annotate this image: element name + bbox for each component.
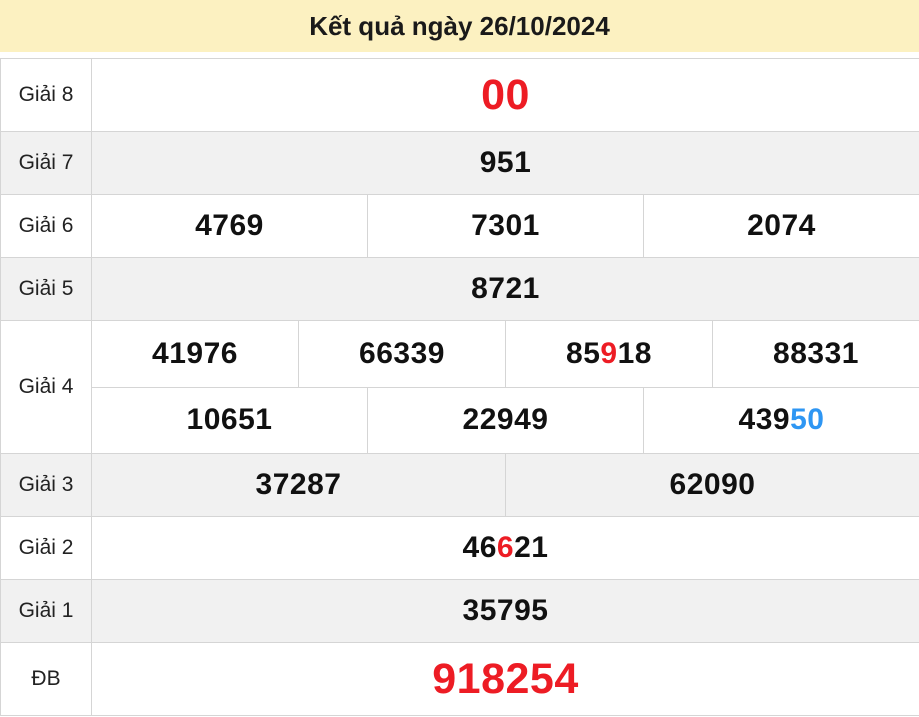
- prize-values: 8721: [92, 258, 919, 320]
- prize-row: Giải 4 41976 66339 85 9 18 88331 10651 22949 439 5…: [1, 321, 919, 454]
- digit-segment: 18: [617, 336, 652, 370]
- prize-number: 918254: [92, 643, 919, 715]
- prize-values: 37287 62090: [92, 454, 919, 516]
- digit-segment: 2074: [747, 209, 816, 242]
- results-table: Giải 8 00 Giải 7 951 Giải 6 4769 7301 2074 Giải …: [0, 58, 919, 716]
- prize-value-line: 918254: [92, 643, 919, 715]
- prize-number: 66339: [298, 321, 505, 387]
- digit-segment: 951: [479, 146, 532, 179]
- prize-label: Giải 6: [1, 195, 92, 257]
- prize-values: 46 6 21: [92, 517, 919, 579]
- prize-value-line: 8721: [92, 258, 919, 320]
- prize-number: 439 50: [643, 387, 919, 453]
- prize-values: 4769 7301 2074: [92, 195, 919, 257]
- digit-segment: 85: [566, 336, 601, 370]
- prize-value-line: 10651 22949 439 50: [92, 386, 919, 454]
- prize-number: 2074: [643, 195, 919, 257]
- digit-segment: 41976: [152, 336, 238, 370]
- prize-number: 46 6 21: [92, 517, 919, 579]
- prize-number: 00: [92, 59, 919, 131]
- prize-label: Giải 8: [1, 59, 92, 131]
- prize-number: 8721: [92, 258, 919, 320]
- prize-number: 62090: [505, 454, 919, 516]
- prize-values: 918254: [92, 643, 919, 715]
- prize-label: Giải 7: [1, 132, 92, 194]
- prize-value-line: 37287 62090: [92, 454, 919, 516]
- digit-segment: 46: [462, 531, 497, 564]
- prize-row: Giải 3 37287 62090: [1, 454, 919, 517]
- highlight-digit: 918254: [432, 654, 579, 703]
- digit-segment: 37287: [255, 468, 342, 501]
- highlight-digit: 9: [600, 336, 618, 370]
- prize-number: 7301: [367, 195, 643, 257]
- highlight-digit: 50: [790, 403, 825, 437]
- highlight-digit: 00: [481, 70, 530, 119]
- digit-segment: 4769: [195, 209, 264, 242]
- digit-segment: 439: [738, 403, 791, 437]
- prize-value-line: 951: [92, 132, 919, 194]
- digit-segment: 22949: [462, 403, 549, 437]
- prize-value-line: 35795: [92, 580, 919, 642]
- prize-row: ĐB 918254: [1, 643, 919, 716]
- prize-label: Giải 4: [1, 321, 92, 453]
- prize-label: Giải 2: [1, 517, 92, 579]
- prize-value-line: 41976 66339 85 9 18 88331: [92, 321, 919, 387]
- results-header: Kết quả ngày 26/10/2024: [0, 0, 919, 52]
- digit-segment: 62090: [669, 468, 756, 501]
- digit-segment: 7301: [471, 209, 540, 242]
- prize-label: Giải 5: [1, 258, 92, 320]
- prize-number: 88331: [712, 321, 919, 387]
- prize-number: 37287: [92, 454, 505, 516]
- prize-values: 00: [92, 59, 919, 131]
- prize-number: 35795: [92, 580, 919, 642]
- prize-number: 85 9 18: [505, 321, 712, 387]
- digit-segment: 10651: [186, 403, 273, 437]
- prize-values: 951: [92, 132, 919, 194]
- digit-segment: 21: [514, 531, 549, 564]
- prize-row: Giải 6 4769 7301 2074: [1, 195, 919, 258]
- prize-number: 22949: [367, 387, 643, 453]
- prize-number: 4769: [92, 195, 367, 257]
- highlight-digit: 6: [496, 531, 515, 564]
- prize-value-line: 4769 7301 2074: [92, 195, 919, 257]
- prize-label: Giải 3: [1, 454, 92, 516]
- prize-values: 35795: [92, 580, 919, 642]
- digit-segment: 88331: [773, 336, 859, 370]
- prize-row: Giải 2 46 6 21: [1, 517, 919, 580]
- prize-value-line: 00: [92, 59, 919, 131]
- prize-row: Giải 1 35795: [1, 580, 919, 643]
- prize-row: Giải 5 8721: [1, 258, 919, 321]
- digit-segment: 8721: [471, 272, 540, 305]
- digit-segment: 66339: [359, 336, 445, 370]
- prize-label: ĐB: [1, 643, 92, 715]
- prize-label: Giải 1: [1, 580, 92, 642]
- prize-number: 951: [92, 132, 919, 194]
- prize-values: 41976 66339 85 9 18 88331 10651 22949 439 50: [92, 321, 919, 453]
- page-title: Kết quả ngày 26/10/2024: [309, 10, 610, 41]
- prize-row: Giải 8 00: [1, 59, 919, 132]
- prize-value-line: 46 6 21: [92, 517, 919, 579]
- prize-number: 10651: [92, 388, 367, 454]
- prize-row: Giải 7 951: [1, 132, 919, 195]
- prize-number: 41976: [92, 321, 298, 387]
- digit-segment: 35795: [462, 594, 549, 627]
